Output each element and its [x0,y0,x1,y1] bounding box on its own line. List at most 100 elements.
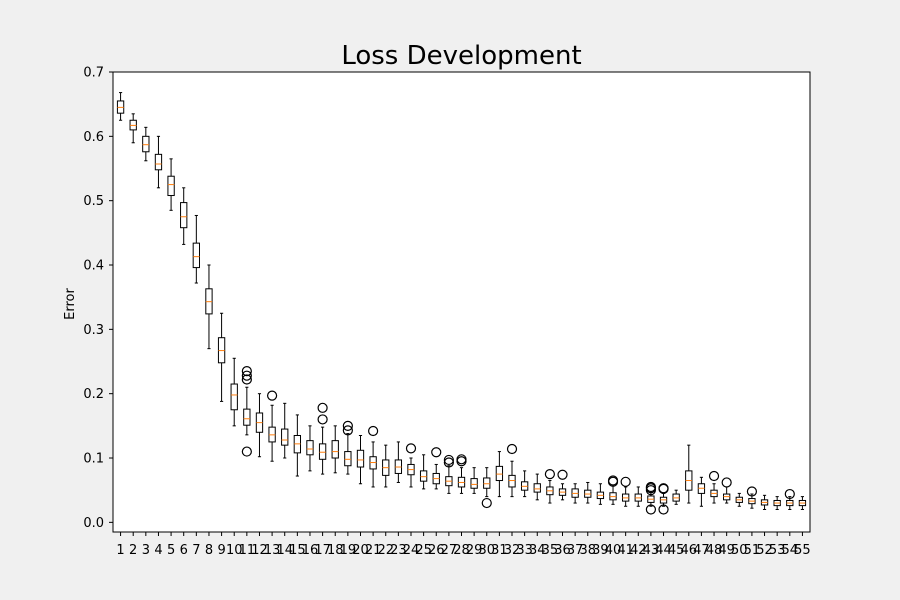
box-group [746,486,758,509]
box [180,202,188,229]
outlier-point [431,447,442,458]
box-group [167,158,175,211]
x-tick-label: 25 [415,543,432,558]
box-group [571,483,579,504]
x-tick-label: 20 [352,543,369,558]
box-group [773,496,781,510]
boxes-layer [116,92,807,515]
outlier-point [544,468,555,480]
x-tick-label: 23 [390,543,407,558]
box [331,440,339,459]
box-group [658,483,669,515]
box-group [506,443,518,498]
x-tick-label: 31 [491,543,508,558]
box-group [180,187,188,245]
box-group [456,454,467,494]
x-tick-label: 11 [239,543,256,558]
box [470,478,478,489]
outlier-point [241,366,252,377]
outlier-point [645,504,657,515]
y-tick-label: 0.1 [83,452,104,467]
box-group [281,402,289,459]
x-tick-label: 32 [504,543,521,558]
x-tick-label: 29 [466,543,483,558]
outlier-point [645,481,657,493]
box [192,242,200,269]
x-tick-label: 50 [731,543,748,558]
box-group [306,425,314,472]
box [142,135,150,153]
outlier-point [746,486,758,497]
y-tick-label: 0.6 [83,130,104,145]
box-group [394,441,403,483]
x-tick-label: 43 [643,543,660,558]
plot-frame [112,71,811,533]
y-axis: 0.0 0.1 0.2 0.3 0.4 0.5 0.6 0.7 [83,66,113,531]
box-group [129,113,137,144]
box-group [495,451,504,498]
x-tick-label: 28 [453,543,470,558]
box [281,428,289,446]
x-tick-label: 5 [167,543,175,558]
x-tick-label: 52 [756,543,773,558]
x-tick-label: 39 [592,543,609,558]
x-tick-label: 49 [718,543,735,558]
x-tick-label: 1 [116,543,124,558]
outlier-point [456,454,467,465]
outlier-point [342,420,353,431]
box-group [607,475,619,505]
box-group [356,434,365,485]
x-tick-label: 48 [706,543,723,558]
outlier-point [266,390,278,401]
box-group [520,470,529,498]
box-group [142,126,150,162]
outlier-point [658,483,669,494]
x-tick-label: 55 [794,543,811,558]
outlier-point [443,457,454,468]
box-group [784,488,795,510]
x-tick-label: 9 [217,543,225,558]
box-group [721,477,732,504]
y-tick-label: 0.7 [83,66,104,81]
outlier-point [557,469,568,480]
box-group [205,264,213,350]
box-group [697,476,706,507]
box-group [342,420,353,475]
box-group [708,470,720,504]
outlier-point [607,475,619,486]
box-group [230,357,238,427]
outlier-point [658,504,669,515]
outlier-point [620,476,631,487]
x-tick-label: 12 [251,543,268,558]
x-tick-label: 16 [302,543,319,558]
x-tick-label: 18 [327,543,344,558]
x-tick-label: 53 [769,543,786,558]
box [230,383,238,411]
x-tick-label: 7 [192,543,200,558]
box-group [620,476,631,507]
box-group [584,481,592,504]
outlier-point [506,443,518,455]
outlier-point [708,470,720,482]
box-group [405,443,417,488]
box-group [419,454,428,490]
x-tick-label: 54 [782,543,799,558]
box-group [431,447,442,490]
x-tick-label: 3 [142,543,150,558]
box-group [443,454,454,494]
y-axis-label: Error [63,288,78,320]
box-group [634,486,642,507]
chart-title: Loss Development [341,41,581,71]
box-group [596,483,605,505]
x-tick-label: 38 [579,543,596,558]
x-tick-label: 22 [377,543,394,558]
box-group [798,496,807,510]
outlier-point [368,425,379,437]
x-tick-label: 51 [744,543,761,558]
outlier-point [241,374,252,385]
outlier-point [481,497,492,509]
box [306,440,314,456]
x-tick-label: 30 [478,543,495,558]
box [483,477,491,489]
box-group [217,312,226,402]
